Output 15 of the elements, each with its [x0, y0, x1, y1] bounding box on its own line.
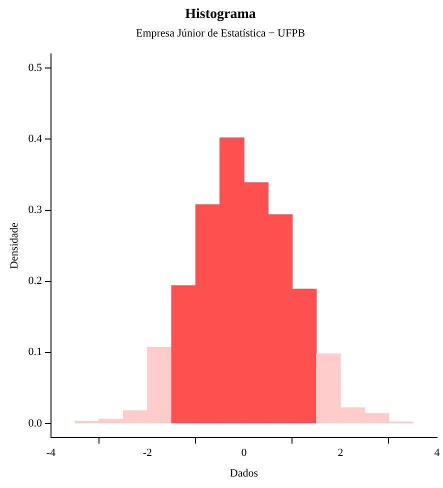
- x-tick-label: 0: [241, 447, 248, 460]
- x-tick-label: 2: [338, 447, 344, 460]
- chart-subtitle: Empresa Júnior de Estatística − UFPB: [136, 27, 306, 40]
- y-tick-label: 0.1: [28, 346, 42, 358]
- chart-title: Histograma: [185, 7, 256, 22]
- x-tick-label: 4: [434, 447, 440, 460]
- x-axis-title: Dados: [230, 467, 258, 480]
- y-tick-label: 0.2: [28, 275, 42, 288]
- y-tick-label: 0.5: [28, 62, 42, 74]
- y-tick-label: 0.3: [28, 204, 42, 216]
- y-tick-label: 0.0: [28, 417, 42, 430]
- y-axis-title: Densidade: [8, 222, 20, 270]
- y-tick-label: 0.4: [28, 133, 42, 146]
- x-tick-label: -4: [46, 447, 56, 460]
- x-tick-label: -2: [142, 447, 152, 460]
